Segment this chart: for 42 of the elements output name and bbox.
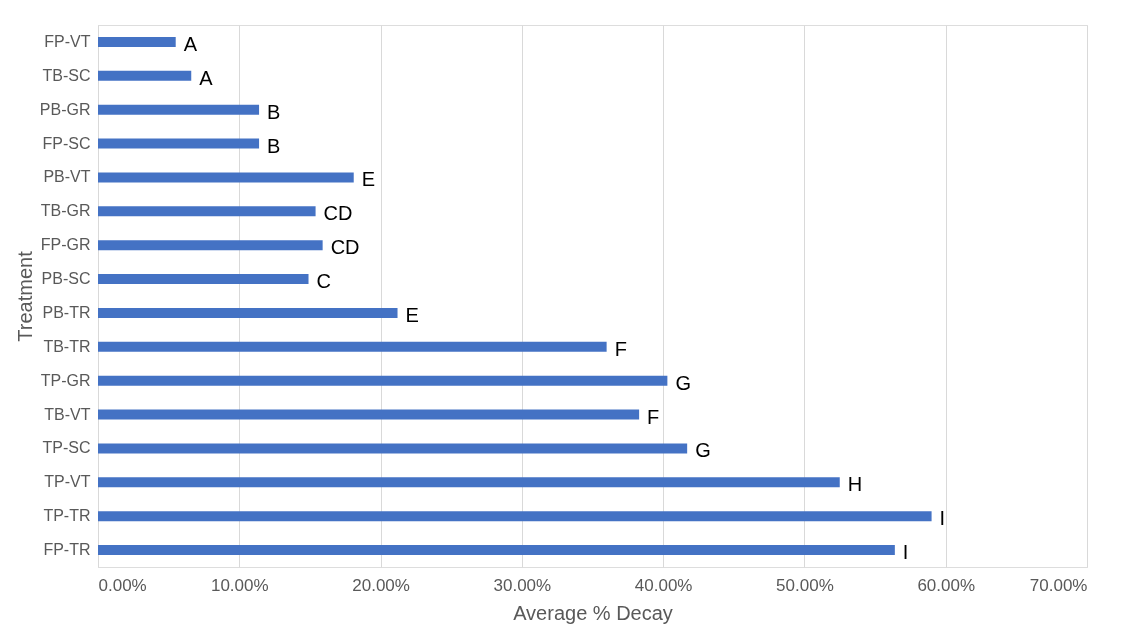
- y-tick-label: TP-GR: [40, 371, 91, 389]
- data-label: F: [614, 337, 627, 360]
- y-tick-label: TB-GR: [40, 202, 91, 220]
- y-tick-label: TB-VT: [44, 405, 91, 423]
- data-label: E: [405, 303, 419, 326]
- x-tick-label: 20.00%: [352, 575, 410, 595]
- x-axis-title: Average % Decay: [513, 601, 673, 624]
- data-label: E: [361, 168, 376, 191]
- x-tick-label: 60.00%: [917, 575, 976, 595]
- y-tick-label: PB-GR: [39, 100, 91, 118]
- y-tick-label: TP-TR: [43, 507, 91, 525]
- data-label: G: [675, 371, 691, 394]
- data-label: H: [847, 473, 863, 496]
- y-tick-label: TP-VT: [44, 473, 91, 491]
- y-tick-label: FP-SC: [42, 134, 91, 152]
- data-label: CD: [330, 236, 360, 259]
- x-tick-label: 0.00%: [98, 575, 147, 595]
- y-tick-label: TB-TR: [43, 337, 91, 355]
- y-tick-label: TB-SC: [42, 66, 91, 84]
- x-tick-label: 10.00%: [210, 575, 269, 595]
- data-label: G: [695, 439, 711, 462]
- y-tick-label: TP-SC: [42, 439, 91, 457]
- data-label: C: [316, 270, 331, 293]
- data-label: I: [939, 507, 946, 530]
- y-tick-label: PB-SC: [41, 270, 91, 288]
- data-label: B: [267, 100, 281, 123]
- x-tick-label: 50.00%: [776, 575, 834, 595]
- data-label: CD: [323, 202, 353, 225]
- x-tick-label: 70.00%: [1029, 575, 1088, 595]
- y-tick-label: FP-GR: [40, 236, 91, 254]
- x-tick-label: 40.00%: [634, 575, 693, 595]
- data-label: B: [267, 134, 281, 157]
- y-tick-label: FP-VT: [44, 32, 91, 50]
- data-label: I: [902, 541, 909, 564]
- x-tick-label: 30.00%: [493, 575, 552, 595]
- y-tick-label: PB-VT: [43, 168, 91, 186]
- y-tick-label: FP-TR: [43, 541, 91, 559]
- data-label: F: [647, 405, 660, 428]
- y-tick-label: PB-TR: [42, 303, 91, 321]
- data-label: A: [199, 66, 214, 89]
- data-label: A: [183, 32, 198, 55]
- y-axis-title: Treatment: [13, 250, 36, 342]
